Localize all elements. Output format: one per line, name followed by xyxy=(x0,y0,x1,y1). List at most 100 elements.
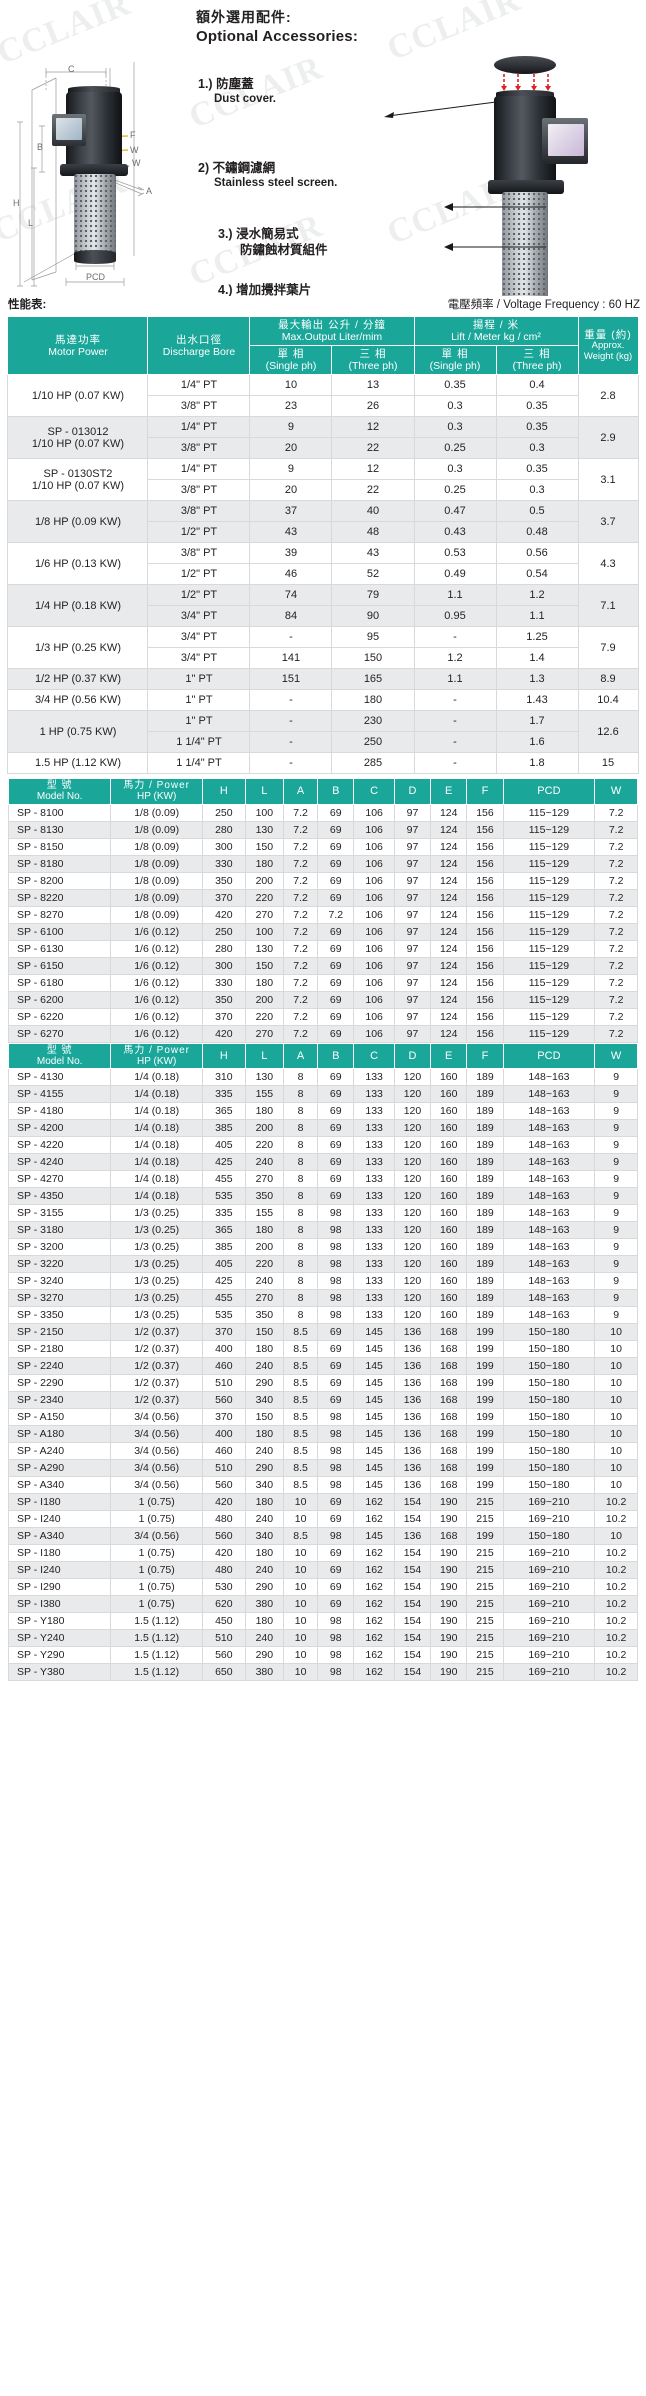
cell-dim-L: 290 xyxy=(244,1374,285,1392)
cell-dim-H: 330 xyxy=(202,854,246,873)
cell-dim-H: 460 xyxy=(202,1357,246,1375)
cell-dim-B: 69 xyxy=(317,1510,355,1528)
cell-dim-L: 180 xyxy=(244,1425,285,1443)
cell-dim-A: 8.5 xyxy=(283,1323,319,1341)
cell-model-no: SP - 3155 xyxy=(7,1204,112,1222)
cell-model-no: SP - A340 xyxy=(7,1476,112,1494)
cell-dim-D: 97 xyxy=(393,820,432,839)
cell-hp-power: 1 (0.75) xyxy=(110,1595,204,1613)
cell-dim-C: 133 xyxy=(353,1068,395,1086)
cell-dim-B: 98 xyxy=(317,1442,355,1460)
cell-dim-PCD: 150~180 xyxy=(502,1391,596,1409)
model-row: SP - A150 3/4 (0.56) 370 150 8.5 98 145 136 168 1… xyxy=(7,1408,638,1426)
cell-dim-C: 106 xyxy=(353,854,395,873)
cell-hp-power: 1/8 (0.09) xyxy=(110,905,204,924)
cell-dim-B: 69 xyxy=(317,1085,355,1103)
cell-hp-power: 1/8 (0.09) xyxy=(110,854,204,873)
cell-dim-F: 156 xyxy=(466,1024,504,1043)
cell-lift-single: - xyxy=(413,626,497,649)
cell-dim-E: 190 xyxy=(430,1595,468,1613)
cell-model-no: SP - I180 xyxy=(7,1544,112,1562)
cell-dim-PCD: 169~210 xyxy=(502,1493,596,1511)
cell-model-no: SP - 2150 xyxy=(7,1323,112,1341)
cell-dim-C: 162 xyxy=(353,1646,395,1664)
cell-lift-three: 1.4 xyxy=(495,647,579,670)
cell-dim-B: 69 xyxy=(317,854,355,873)
cell-dim-B: 98 xyxy=(317,1629,355,1647)
cell-dim-E: 160 xyxy=(430,1289,468,1307)
th-dim-L-2: L xyxy=(244,1042,285,1070)
th-discharge-en: Discharge Bore xyxy=(162,345,236,358)
cell-dim-W: 7.2 xyxy=(594,922,638,941)
cell-dim-E: 190 xyxy=(430,1578,468,1596)
cell-dim-B: 69 xyxy=(317,1323,355,1341)
cell-dim-E: 168 xyxy=(430,1323,468,1341)
th-weight: 重量 (約) Approx. Weight (kg) xyxy=(577,315,639,376)
cell-lift-single: 0.3 xyxy=(413,395,497,418)
cell-dim-H: 530 xyxy=(202,1578,246,1596)
dust-cover-leader-icon xyxy=(384,101,497,118)
cell-dim-W: 10 xyxy=(594,1374,638,1392)
cell-model-no: SP - I380 xyxy=(7,1595,112,1613)
cell-dim-B: 69 xyxy=(317,1374,355,1392)
cell-dim-PCD: 115~129 xyxy=(502,939,596,958)
cell-hp-power: 1/3 (0.25) xyxy=(110,1204,204,1222)
cell-hp-power: 1/3 (0.25) xyxy=(110,1221,204,1239)
cell-approx-weight: 7.1 xyxy=(577,584,639,628)
cell-dim-L: 100 xyxy=(244,803,285,822)
cell-dim-D: 97 xyxy=(393,939,432,958)
th-dim-D-2: D xyxy=(393,1042,432,1070)
cell-output-three: 26 xyxy=(331,395,415,418)
cell-dim-L: 290 xyxy=(244,1459,285,1477)
cell-output-single: 74 xyxy=(249,584,333,607)
cell-dim-F: 189 xyxy=(466,1102,504,1120)
cell-dim-A: 7.2 xyxy=(283,837,319,856)
cell-dim-F: 199 xyxy=(466,1391,504,1409)
cell-model-no: SP - 2290 xyxy=(7,1374,112,1392)
cell-dim-D: 154 xyxy=(393,1663,432,1681)
cell-dim-E: 124 xyxy=(430,922,468,941)
th-output-three: 三 相 (Three ph) xyxy=(331,345,415,376)
cell-dim-A: 8 xyxy=(283,1306,319,1324)
th-lift-single: 單 相 (Single ph) xyxy=(413,345,497,376)
cell-dim-L: 130 xyxy=(244,1068,285,1086)
cell-dim-H: 620 xyxy=(202,1595,246,1613)
cell-dim-B: 98 xyxy=(317,1476,355,1494)
performance-header-row-2: 單 相 (Single ph) 三 相 (Three ph) 單 相 (Sing… xyxy=(8,345,638,376)
cell-model-no: SP - 8200 xyxy=(7,871,112,890)
cell-dim-C: 162 xyxy=(353,1561,395,1579)
cell-model-no: SP - A150 xyxy=(7,1408,112,1426)
cell-dim-L: 180 xyxy=(244,1612,285,1630)
cell-dim-L: 220 xyxy=(244,888,285,907)
cell-dim-W: 7.2 xyxy=(594,939,638,958)
cell-lift-single: 0.43 xyxy=(413,521,497,544)
accessory-4-label-cn: 增加攪拌葉片 xyxy=(236,283,312,296)
cell-approx-weight: 8.9 xyxy=(577,668,639,691)
cell-model-no: SP - 8150 xyxy=(7,837,112,856)
cell-lift-single: 0.35 xyxy=(413,374,497,397)
cell-lift-three: 0.35 xyxy=(495,458,579,481)
cell-dim-PCD: 150~180 xyxy=(502,1442,596,1460)
cell-approx-weight: 3.7 xyxy=(577,500,639,544)
cell-dim-W: 7.2 xyxy=(594,956,638,975)
cell-dim-H: 405 xyxy=(202,1255,246,1273)
cell-hp-power: 1/4 (0.18) xyxy=(110,1170,204,1188)
cell-dim-F: 189 xyxy=(466,1272,504,1290)
cell-hp-power: 1/4 (0.18) xyxy=(110,1119,204,1137)
cell-dim-B: 7.2 xyxy=(317,905,355,924)
cell-dim-D: 154 xyxy=(393,1646,432,1664)
accessory-2-number: 2) xyxy=(198,161,210,175)
cell-dim-F: 156 xyxy=(466,956,504,975)
cell-dim-D: 97 xyxy=(393,888,432,907)
cell-dim-A: 10 xyxy=(283,1629,319,1647)
cell-dim-F: 199 xyxy=(466,1476,504,1494)
cell-dim-E: 160 xyxy=(430,1255,468,1273)
cell-dim-PCD: 115~129 xyxy=(502,837,596,856)
cell-dim-L: 180 xyxy=(244,1340,285,1358)
cell-dim-F: 156 xyxy=(466,1007,504,1026)
cell-dim-F: 215 xyxy=(466,1578,504,1596)
cell-dim-PCD: 148~163 xyxy=(502,1272,596,1290)
cell-dim-H: 510 xyxy=(202,1629,246,1647)
pump-flange-photo xyxy=(60,164,128,176)
cell-dim-A: 10 xyxy=(283,1595,319,1613)
